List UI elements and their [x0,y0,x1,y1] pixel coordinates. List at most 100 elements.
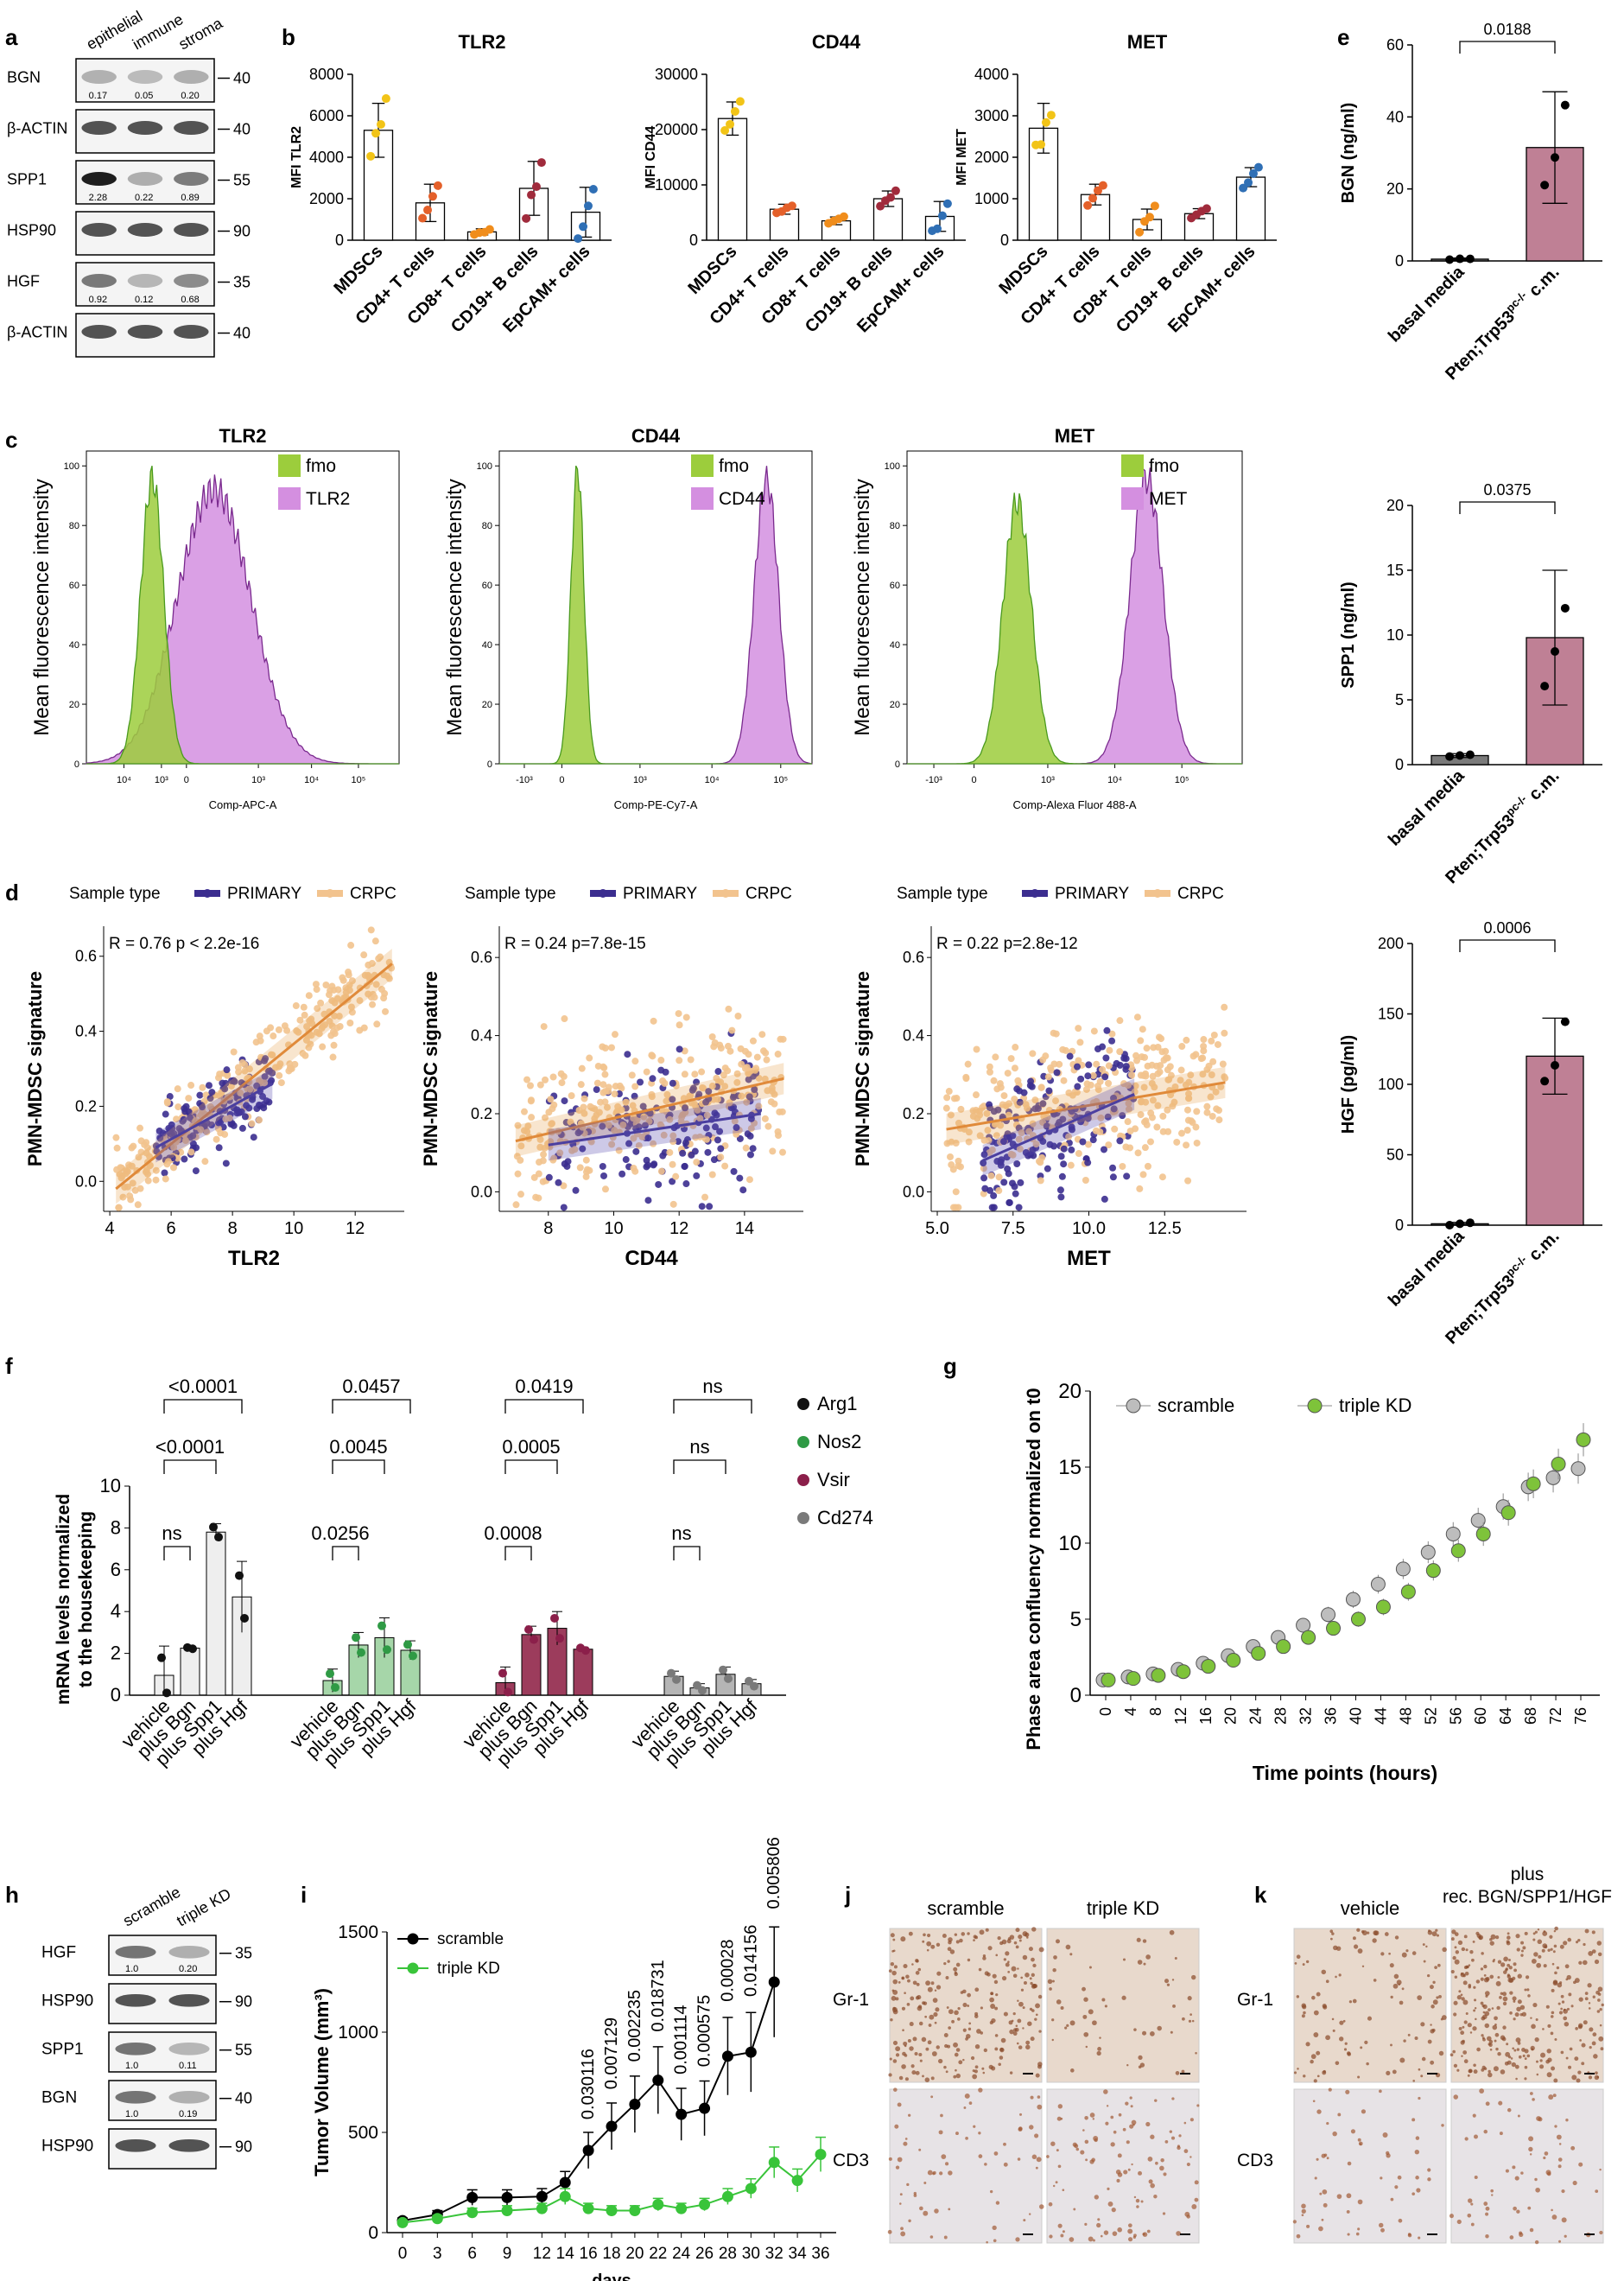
stained-cell [1431,1931,1437,1937]
point-crpc [687,1056,695,1064]
stained-cell [1110,2115,1114,2119]
data-point-scramble [1445,1526,1461,1541]
point-crpc [580,1103,587,1111]
stained-cell [1599,2024,1602,2027]
stained-cell [1497,1960,1502,1964]
data-point-scramble [536,2190,548,2202]
stained-cell [1520,1949,1524,1953]
y-tick-label: 0 [1395,252,1404,270]
stained-cell [1599,2168,1602,2171]
stained-cell [1464,1971,1469,1976]
y-tick-label: 60 [482,581,492,591]
stained-cell [1008,2020,1013,2025]
point-crpc [199,1083,206,1091]
stained-cell [1069,1953,1073,1956]
stained-cell [1350,2129,1356,2134]
stained-cell [1551,1988,1555,1992]
point-primary [681,1104,688,1112]
stained-cell [1485,1976,1490,1981]
point-crpc [545,1109,553,1116]
stained-cell [1540,2052,1546,2058]
point-crpc [955,1157,962,1165]
stained-cell [1346,2209,1350,2214]
stained-cell [1483,2067,1488,2071]
point-crpc [174,1154,181,1162]
data-point-triple KD [768,2157,780,2169]
stained-cell [1484,2011,1490,2017]
panel-label-g: g [943,1353,957,1379]
stained-cell [973,1939,975,1941]
stained-cell [1519,2005,1526,2011]
band-quantification: 0.68 [181,295,199,305]
stained-cell [1052,2184,1056,2188]
stained-cell [1031,1957,1035,1962]
data-point [1551,647,1559,657]
point-crpc [1185,1090,1193,1097]
point-crpc [995,1173,1003,1181]
y-tick-label: 50 [1386,1147,1404,1164]
x-tick-label: 44 [1372,1707,1389,1725]
x-tick-label: 76 [1572,1707,1589,1725]
data-point [366,151,376,161]
point-crpc [601,1088,609,1096]
x-tick-label: 0 [559,775,564,785]
point-crpc [1134,1149,1142,1157]
data-point-scramble [1570,1461,1586,1477]
point-crpc [1093,1060,1101,1068]
stained-cell [1485,2234,1489,2239]
data-point [583,201,593,211]
ihc-image [1450,2088,1604,2244]
point-primary [208,1089,216,1096]
point-primary [1085,1061,1093,1069]
stained-cell [1472,2113,1476,2118]
y-axis-label: MFI CD44 [644,125,658,188]
point-primary [599,1162,606,1170]
stained-cell [958,2060,963,2065]
point-crpc [952,1204,960,1211]
stained-cell [1589,2046,1592,2049]
point-crpc [721,1064,729,1072]
y-tick-label: 150 [1378,1006,1404,1023]
legend-label: MET [1149,489,1188,509]
point-crpc [539,1157,547,1165]
y-tick-label: 0.2 [471,1105,492,1122]
point-primary [564,1158,572,1166]
stained-cell [1484,2023,1490,2029]
point-primary [1100,1146,1107,1153]
stained-cell [1505,2051,1511,2057]
point-primary [555,1179,562,1186]
point-primary [986,1101,993,1109]
point-primary [1079,1138,1087,1146]
point-crpc [745,1176,753,1184]
molecular-weight-label: 40 [233,325,251,342]
point-crpc [277,1079,285,1087]
stained-cell [1494,2032,1500,2037]
stained-cell [1543,2156,1546,2160]
stained-cell [927,2040,932,2045]
point-crpc [237,1090,244,1097]
chart-title: TLR2 [219,425,267,447]
point-primary [712,1123,720,1131]
point-primary [689,1084,697,1092]
stained-cell [974,2065,979,2069]
point-crpc [578,1064,586,1072]
stained-cell [1338,1973,1342,1977]
stained-cell [1489,1974,1494,1979]
stained-cell [1072,2142,1077,2147]
point-crpc [342,988,350,996]
stained-cell [1053,1955,1057,1960]
stained-cell [1452,1955,1456,1960]
stained-cell [1170,2030,1173,2034]
stained-cell [1367,1931,1370,1935]
stained-cell [953,2042,958,2048]
stained-cell [1366,2062,1369,2066]
blot-frame [75,262,215,307]
point-crpc [371,937,379,945]
x-tick-label: 64 [1497,1707,1514,1725]
stained-cell [1143,1962,1146,1966]
point-primary [221,1085,229,1093]
stained-cell [1463,2020,1468,2024]
